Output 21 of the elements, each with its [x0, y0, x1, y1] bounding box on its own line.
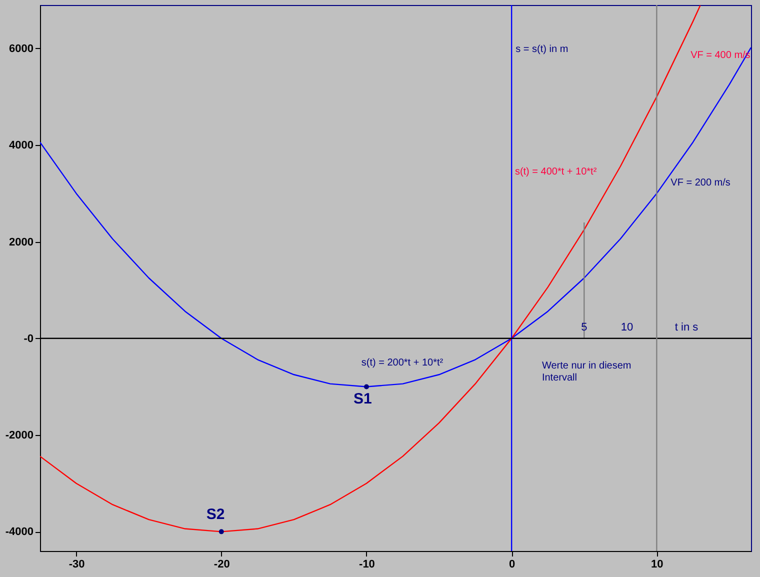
x-tick-label: -20: [214, 558, 230, 570]
x-tick-label: 10: [651, 558, 664, 570]
x-axis-title: t in s: [674, 322, 699, 334]
y-tick-label: -2000: [5, 430, 34, 442]
y-axis-title: s = s(t) in m: [516, 44, 568, 56]
annotation: VF = 200 m/s: [670, 177, 730, 188]
y-tick-label: -4000: [5, 526, 34, 538]
annotation: 5: [581, 322, 588, 334]
y-tick-label: 6000: [9, 42, 34, 55]
y-tick-label: -0: [24, 332, 34, 345]
annotation: 10: [620, 322, 634, 334]
x-tick-label: -30: [68, 558, 85, 570]
x-tick-label: -10: [359, 558, 375, 570]
y-tick-label: 4000: [9, 140, 34, 152]
x-tick-label: 0: [509, 558, 516, 570]
y-tick-label: 2000: [9, 236, 34, 248]
annotation: s(t) = 200*t + 10*t²: [361, 358, 444, 369]
annotation: S1: [354, 390, 372, 408]
annotation: s(t) = 400*t + 10*t²: [514, 166, 598, 178]
annotation: S2: [206, 506, 225, 523]
annotation: Werte nur in diesem Intervall: [542, 360, 632, 384]
